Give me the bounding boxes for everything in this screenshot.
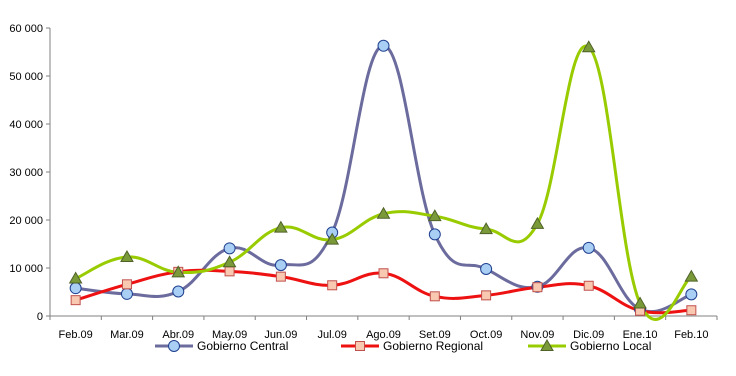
y-tick-label: 40 000: [9, 119, 43, 131]
x-tick-label: Dic.09: [573, 329, 604, 341]
data-point-gobierno-local: [633, 296, 647, 309]
data-point-gobierno-local: [171, 265, 186, 278]
legend-item-gobierno-central: Gobierno Central: [155, 339, 288, 353]
data-point-gobierno-regional: [532, 282, 543, 293]
data-point-gobierno-local: [222, 255, 237, 268]
data-point-gobierno-local: [68, 271, 83, 284]
legend-label: Gobierno Local: [570, 339, 651, 353]
data-point-gobierno-local: [479, 222, 493, 235]
data-point-gobierno-regional: [275, 271, 286, 282]
legend-label: Gobierno Central: [197, 339, 288, 353]
data-point-gobierno-central: [582, 241, 595, 254]
data-point-gobierno-regional: [224, 266, 235, 277]
x-tick-label: Jun.09: [264, 329, 297, 341]
y-axis-ticks: 0 10 000 20 000 30 000 40 000 50 000 60 000: [9, 23, 50, 323]
data-point-gobierno-local: [376, 206, 391, 219]
data-point-gobierno-central: [172, 285, 185, 298]
x-tick-label: Abr.09: [162, 329, 194, 341]
y-tick-label: 60 000: [9, 23, 43, 35]
legend-item-gobierno-local: Gobierno Local: [528, 338, 651, 353]
data-point-gobierno-central: [377, 39, 390, 52]
legend-item-gobierno-regional: Gobierno Regional: [341, 339, 483, 353]
series-lines: [75, 44, 693, 321]
y-tick-label: 50 000: [9, 71, 43, 83]
data-point-gobierno-local: [427, 209, 442, 222]
data-point-gobierno-regional: [70, 295, 81, 306]
x-tick-label: May.09: [212, 329, 247, 341]
y-tick-label: 20 000: [9, 215, 43, 227]
data-point-gobierno-regional: [429, 291, 440, 302]
legend: Gobierno Central Gobierno Regional Gobiern…: [155, 338, 651, 353]
data-point-gobierno-local: [274, 220, 288, 233]
legend-label: Gobierno Regional: [383, 339, 483, 353]
data-point-gobierno-central: [223, 242, 236, 255]
data-point-gobierno-regional: [121, 279, 132, 290]
data-point-gobierno-local: [325, 232, 340, 245]
x-tick-label: Feb.10: [674, 329, 708, 341]
data-point-gobierno-central: [120, 287, 133, 300]
data-point-gobierno-local: [530, 216, 545, 229]
x-tick-label: Oct.09: [470, 329, 502, 341]
series-markers: [68, 39, 699, 316]
data-point-gobierno-central: [480, 262, 493, 275]
y-tick-label: 10 000: [9, 263, 43, 275]
data-point-gobierno-central: [69, 282, 82, 295]
series-line-gobierno-local: [75, 44, 693, 321]
legend-swatch-marker: [540, 338, 554, 351]
data-point-gobierno-regional: [378, 268, 389, 279]
x-axis-ticks: Feb.09 Mar.09 Abr.09 May.09 Jun.09 Jul.09 Ago.…: [49, 316, 718, 341]
legend-swatch-marker: [168, 340, 180, 352]
data-point-gobierno-local: [581, 40, 596, 53]
data-point-gobierno-local: [684, 269, 699, 282]
x-tick-label: Ago.09: [366, 329, 401, 341]
x-tick-label: Set.09: [419, 329, 451, 341]
x-tick-label: Ene.10: [623, 329, 658, 341]
data-point-gobierno-regional: [327, 280, 338, 291]
data-point-gobierno-central: [685, 288, 698, 301]
data-point-gobierno-regional: [481, 290, 492, 301]
data-point-gobierno-central: [274, 259, 287, 272]
x-tick-label: Feb.09: [59, 329, 93, 341]
x-tick-label: Nov.09: [520, 329, 554, 341]
x-tick-label: Mar.09: [110, 329, 144, 341]
data-point-gobierno-local: [120, 249, 134, 262]
data-point-gobierno-regional: [583, 280, 594, 291]
data-point-gobierno-regional: [686, 305, 697, 316]
y-tick-label: 30 000: [9, 167, 43, 179]
y-tick-label: 0: [37, 311, 43, 323]
data-point-gobierno-central: [428, 228, 441, 241]
x-tick-label: Jul.09: [318, 329, 347, 341]
legend-swatch-marker: [355, 341, 365, 351]
